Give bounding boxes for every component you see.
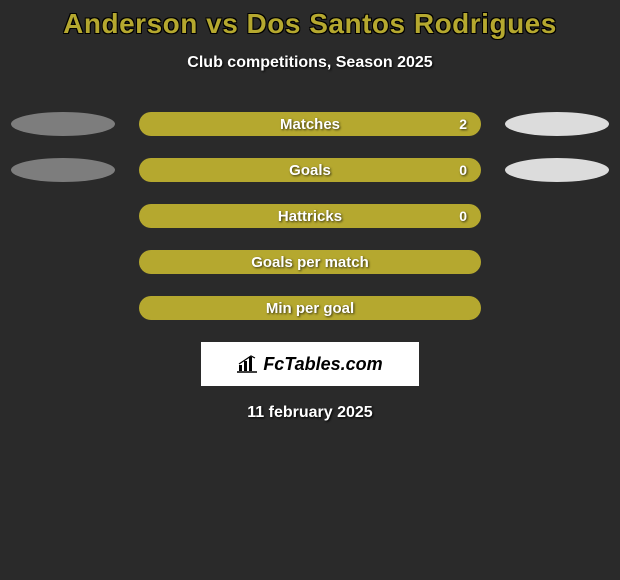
date-label: 11 february 2025 — [0, 404, 620, 422]
stat-label: Hattricks — [278, 208, 342, 225]
season-subtitle: Club competitions, Season 2025 — [0, 54, 620, 72]
logo: FcTables.com — [237, 354, 382, 375]
stat-row-matches: Matches 2 — [0, 112, 620, 136]
stat-bar: Goals 0 — [139, 158, 481, 182]
bar-chart-icon — [237, 355, 259, 373]
stat-label: Goals — [289, 162, 331, 179]
player2-ellipse — [505, 158, 609, 182]
player1-ellipse — [11, 158, 115, 182]
stat-value: 0 — [459, 208, 467, 224]
stat-bar: Hattricks 0 — [139, 204, 481, 228]
stat-label: Min per goal — [266, 300, 354, 317]
player2-ellipse — [505, 112, 609, 136]
stat-bar: Min per goal — [139, 296, 481, 320]
stat-row-hattricks: Hattricks 0 — [0, 204, 620, 228]
infographic-container: Anderson vs Dos Santos Rodrigues Club co… — [0, 0, 620, 422]
stat-label: Goals per match — [251, 254, 369, 271]
stat-label: Matches — [280, 116, 340, 133]
stat-value: 0 — [459, 162, 467, 178]
page-title: Anderson vs Dos Santos Rodrigues — [0, 8, 620, 40]
logo-text: FcTables.com — [263, 354, 382, 375]
stat-row-goals: Goals 0 — [0, 158, 620, 182]
stat-row-min-per-goal: Min per goal — [0, 296, 620, 320]
stat-bar: Matches 2 — [139, 112, 481, 136]
player1-ellipse — [11, 112, 115, 136]
stat-value: 2 — [459, 116, 467, 132]
logo-box: FcTables.com — [201, 342, 419, 386]
stat-row-goals-per-match: Goals per match — [0, 250, 620, 274]
stat-bar: Goals per match — [139, 250, 481, 274]
